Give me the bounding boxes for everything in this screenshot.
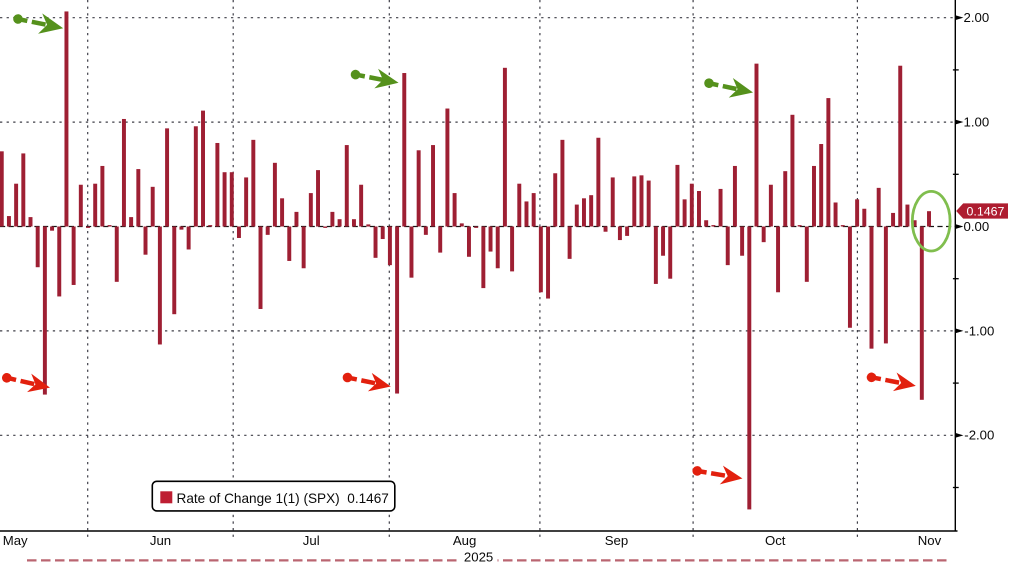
- svg-text:Oct: Oct: [765, 533, 786, 548]
- svg-text:0.1467: 0.1467: [967, 205, 1005, 219]
- svg-text:Jul: Jul: [303, 533, 320, 548]
- svg-text:1.00: 1.00: [964, 115, 990, 130]
- svg-text:Aug: Aug: [453, 533, 476, 548]
- svg-text:Rate of Change 1(1) (SPX) 0.1: Rate of Change 1(1) (SPX) 0.1467: [177, 491, 389, 506]
- svg-text:-2.00: -2.00: [964, 428, 994, 443]
- svg-text:2025: 2025: [464, 550, 493, 564]
- svg-text:May: May: [3, 533, 28, 548]
- svg-text:Sep: Sep: [605, 533, 628, 548]
- svg-text:Nov: Nov: [918, 533, 942, 548]
- svg-text:Jun: Jun: [150, 533, 171, 548]
- svg-text:-1.00: -1.00: [964, 323, 994, 338]
- svg-text:0.00: 0.00: [964, 219, 990, 234]
- svg-text:2.00: 2.00: [964, 10, 990, 25]
